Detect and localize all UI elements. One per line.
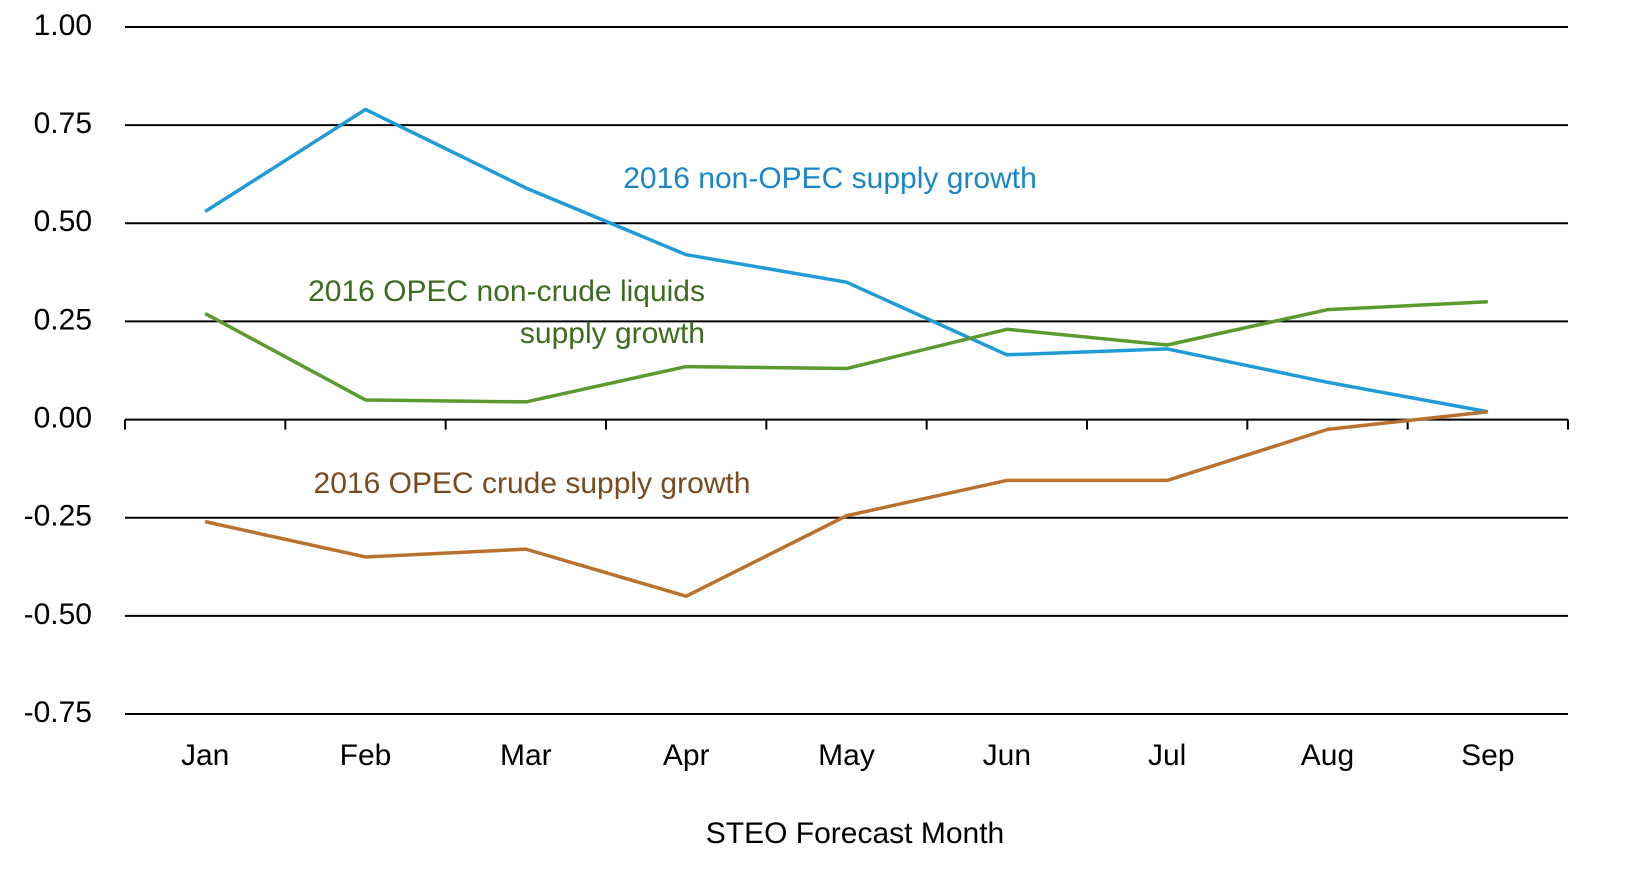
y-tick-label: -0.50 bbox=[24, 598, 92, 631]
x-tick-label: Sep bbox=[1461, 739, 1514, 772]
annotation: supply growth bbox=[520, 317, 705, 350]
y-tick-label: 0.75 bbox=[34, 107, 92, 140]
y-tick-label: -0.75 bbox=[24, 696, 92, 729]
annotation: 2016 OPEC crude supply growth bbox=[314, 467, 751, 500]
x-tick-label: Mar bbox=[500, 739, 552, 772]
series-line bbox=[204, 300, 1488, 404]
x-tick-label: Aug bbox=[1301, 739, 1354, 772]
y-tick-label: 0.50 bbox=[34, 205, 92, 238]
y-tick-label: -0.25 bbox=[24, 500, 92, 533]
y-tick-label: 1.00 bbox=[34, 9, 92, 42]
x-tick-label: Jan bbox=[181, 739, 229, 772]
x-tick-label: May bbox=[818, 739, 875, 772]
y-tick-label: 0.00 bbox=[34, 401, 92, 434]
x-tick-label: Feb bbox=[340, 739, 392, 772]
annotation: 2016 non-OPEC supply growth bbox=[623, 162, 1037, 195]
x-tick-label: Apr bbox=[663, 739, 710, 772]
x-tick-label: Jun bbox=[983, 739, 1031, 772]
series-line bbox=[204, 409, 1489, 598]
x-tick-label: Jul bbox=[1148, 739, 1186, 772]
series-line bbox=[204, 107, 1489, 414]
x-axis-label: STEO Forecast Month bbox=[706, 817, 1004, 850]
annotation: 2016 OPEC non-crude liquids bbox=[308, 275, 705, 308]
y-tick-label: 0.25 bbox=[34, 303, 92, 336]
